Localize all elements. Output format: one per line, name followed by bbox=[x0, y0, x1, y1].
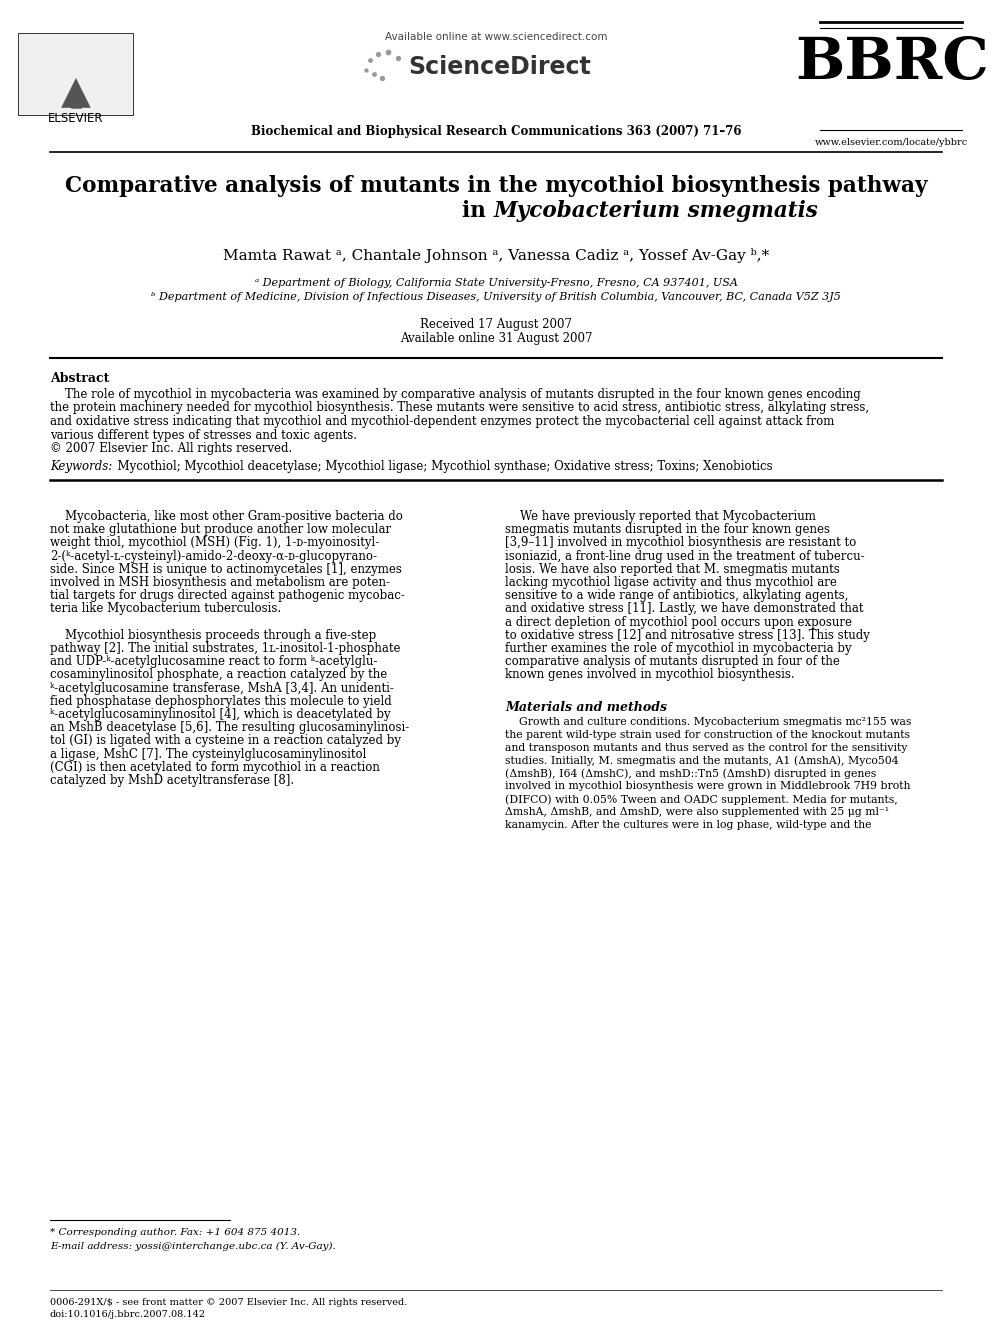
Text: ᵏ-acetylglucosaminylinositol [4], which is deacetylated by: ᵏ-acetylglucosaminylinositol [4], which … bbox=[50, 708, 391, 721]
Text: a direct depletion of mycothiol pool occurs upon exposure: a direct depletion of mycothiol pool occ… bbox=[505, 615, 852, 628]
Text: sensitive to a wide range of antibiotics, alkylating agents,: sensitive to a wide range of antibiotics… bbox=[505, 589, 848, 602]
Text: Biochemical and Biophysical Research Communications 363 (2007) 71–76: Biochemical and Biophysical Research Com… bbox=[251, 124, 741, 138]
Text: ScienceDirect: ScienceDirect bbox=[408, 56, 591, 79]
Text: in: in bbox=[461, 200, 493, 222]
Text: and UDP-ᵏ-acetylglucosamine react to form ᵏ-acetylglu-: and UDP-ᵏ-acetylglucosamine react to for… bbox=[50, 655, 377, 668]
Text: ▲: ▲ bbox=[62, 71, 91, 110]
Text: a ligase, MshC [7]. The cysteinylglucosaminylinositol: a ligase, MshC [7]. The cysteinylglucosa… bbox=[50, 747, 366, 761]
Text: (ΔmshB), I64 (ΔmshC), and mshD::Tn5 (ΔmshD) disrupted in genes: (ΔmshB), I64 (ΔmshC), and mshD::Tn5 (Δms… bbox=[505, 769, 876, 779]
Text: Received 17 August 2007: Received 17 August 2007 bbox=[420, 318, 572, 331]
Text: and oxidative stress [11]. Lastly, we have demonstrated that: and oxidative stress [11]. Lastly, we ha… bbox=[505, 602, 863, 615]
Text: Keywords:: Keywords: bbox=[50, 460, 112, 474]
Text: (DIFCO) with 0.05% Tween and OADC supplement. Media for mutants,: (DIFCO) with 0.05% Tween and OADC supple… bbox=[505, 794, 898, 804]
Text: We have previously reported that Mycobacterium: We have previously reported that Mycobac… bbox=[505, 509, 815, 523]
Text: * Corresponding author. Fax: +1 604 875 4013.: * Corresponding author. Fax: +1 604 875 … bbox=[50, 1228, 301, 1237]
Text: ΔmshA, ΔmshB, and ΔmshD, were also supplemented with 25 μg ml⁻¹: ΔmshA, ΔmshB, and ΔmshD, were also suppl… bbox=[505, 807, 889, 818]
Text: teria like Mycobacterium tuberculosis.: teria like Mycobacterium tuberculosis. bbox=[50, 602, 281, 615]
Text: side. Since MSH is unique to actinomycetales [1], enzymes: side. Since MSH is unique to actinomycet… bbox=[50, 562, 402, 576]
Text: Growth and culture conditions. Mycobacterium smegmatis mc²155 was: Growth and culture conditions. Mycobacte… bbox=[505, 717, 912, 728]
Text: comparative analysis of mutants disrupted in four of the: comparative analysis of mutants disrupte… bbox=[505, 655, 840, 668]
Text: ᵇ Department of Medicine, Division of Infectious Diseases, University of British: ᵇ Department of Medicine, Division of In… bbox=[151, 292, 841, 302]
Text: lacking mycothiol ligase activity and thus mycothiol are: lacking mycothiol ligase activity and th… bbox=[505, 576, 837, 589]
Text: Available online 31 August 2007: Available online 31 August 2007 bbox=[400, 332, 592, 345]
Text: and transposon mutants and thus served as the control for the sensitivity: and transposon mutants and thus served a… bbox=[505, 744, 908, 753]
Text: Abstract: Abstract bbox=[50, 372, 109, 385]
Text: 0006-291X/$ - see front matter © 2007 Elsevier Inc. All rights reserved.: 0006-291X/$ - see front matter © 2007 El… bbox=[50, 1298, 408, 1307]
Text: catalyzed by MshD acetyltransferase [8].: catalyzed by MshD acetyltransferase [8]. bbox=[50, 774, 294, 787]
Text: various different types of stresses and toxic agents.: various different types of stresses and … bbox=[50, 429, 357, 442]
Text: Materials and methods: Materials and methods bbox=[505, 701, 667, 714]
Text: not make glutathione but produce another low molecular: not make glutathione but produce another… bbox=[50, 523, 391, 536]
Text: ELSEVIER: ELSEVIER bbox=[49, 112, 104, 124]
Text: an MshB deacetylase [5,6]. The resulting glucosaminylinosi-: an MshB deacetylase [5,6]. The resulting… bbox=[50, 721, 410, 734]
Text: involved in mycothiol biosynthesis were grown in Middlebrook 7H9 broth: involved in mycothiol biosynthesis were … bbox=[505, 782, 911, 791]
Text: [3,9–11] involved in mycothiol biosynthesis are resistant to: [3,9–11] involved in mycothiol biosynthe… bbox=[505, 536, 856, 549]
Text: cosaminylinositol phosphate, a reaction catalyzed by the: cosaminylinositol phosphate, a reaction … bbox=[50, 668, 387, 681]
Text: further examines the role of mycothiol in mycobacteria by: further examines the role of mycothiol i… bbox=[505, 642, 851, 655]
Bar bbox=[18, 33, 133, 115]
Text: The role of mycothiol in mycobacteria was examined by comparative analysis of mu: The role of mycothiol in mycobacteria wa… bbox=[50, 388, 861, 401]
Text: known genes involved in mycothiol biosynthesis.: known genes involved in mycothiol biosyn… bbox=[505, 668, 795, 681]
Text: and oxidative stress indicating that mycothiol and mycothiol-dependent enzymes p: and oxidative stress indicating that myc… bbox=[50, 415, 834, 429]
Text: Mamta Rawat ᵃ, Chantale Johnson ᵃ, Vanessa Cadiz ᵃ, Yossef Av-Gay ᵇ,*: Mamta Rawat ᵃ, Chantale Johnson ᵃ, Vanes… bbox=[223, 247, 769, 263]
Text: smegmatis mutants disrupted in the four known genes: smegmatis mutants disrupted in the four … bbox=[505, 523, 830, 536]
Text: the protein machinery needed for mycothiol biosynthesis. These mutants were sens: the protein machinery needed for mycothi… bbox=[50, 401, 869, 414]
Text: involved in MSH biosynthesis and metabolism are poten-: involved in MSH biosynthesis and metabol… bbox=[50, 576, 390, 589]
Text: E-mail address: yossi@interchange.ubc.ca (Y. Av-Gay).: E-mail address: yossi@interchange.ubc.ca… bbox=[50, 1242, 335, 1252]
Text: Mycobacterium smegmatis: Mycobacterium smegmatis bbox=[494, 200, 818, 222]
Text: kanamycin. After the cultures were in log phase, wild-type and the: kanamycin. After the cultures were in lo… bbox=[505, 820, 872, 830]
Text: Mycothiol; Mycothiol deacetylase; Mycothiol ligase; Mycothiol synthase; Oxidativ: Mycothiol; Mycothiol deacetylase; Mycoth… bbox=[110, 460, 773, 474]
Text: tial targets for drugs directed against pathogenic mycobac-: tial targets for drugs directed against … bbox=[50, 589, 405, 602]
Text: Mycobacteria, like most other Gram-positive bacteria do: Mycobacteria, like most other Gram-posit… bbox=[50, 509, 403, 523]
Text: 2-(ᵏ-acetyl-ʟ-cysteinyl)-amido-2-deoxy-α-ᴅ-glucopyrano-: 2-(ᵏ-acetyl-ʟ-cysteinyl)-amido-2-deoxy-α… bbox=[50, 549, 377, 562]
Text: tol (GI) is ligated with a cysteine in a reaction catalyzed by: tol (GI) is ligated with a cysteine in a… bbox=[50, 734, 401, 747]
Text: to oxidative stress [12] and nitrosative stress [13]. This study: to oxidative stress [12] and nitrosative… bbox=[505, 628, 870, 642]
Text: Comparative analysis of mutants in the mycothiol biosynthesis pathway: Comparative analysis of mutants in the m… bbox=[64, 175, 928, 197]
Text: Mycothiol biosynthesis proceeds through a five-step: Mycothiol biosynthesis proceeds through … bbox=[50, 628, 376, 642]
Text: losis. We have also reported that M. smegmatis mutants: losis. We have also reported that M. sme… bbox=[505, 562, 840, 576]
Text: BBRC: BBRC bbox=[796, 34, 989, 91]
Text: doi:10.1016/j.bbrc.2007.08.142: doi:10.1016/j.bbrc.2007.08.142 bbox=[50, 1310, 206, 1319]
Text: weight thiol, mycothiol (MSH) (Fig. 1), 1-ᴅ-myoinosityl-: weight thiol, mycothiol (MSH) (Fig. 1), … bbox=[50, 536, 379, 549]
Text: ᵃ Department of Biology, California State University-Fresno, Fresno, CA 937401, : ᵃ Department of Biology, California Stat… bbox=[255, 278, 737, 288]
Text: www.elsevier.com/locate/ybbrc: www.elsevier.com/locate/ybbrc bbox=[814, 138, 967, 147]
Text: fied phosphatase dephosphorylates this molecule to yield: fied phosphatase dephosphorylates this m… bbox=[50, 695, 392, 708]
Text: studies. Initially, M. smegmatis and the mutants, A1 (ΔmshA), Myco504: studies. Initially, M. smegmatis and the… bbox=[505, 755, 899, 766]
Text: the parent wild-type strain used for construction of the knockout mutants: the parent wild-type strain used for con… bbox=[505, 730, 910, 740]
Text: © 2007 Elsevier Inc. All rights reserved.: © 2007 Elsevier Inc. All rights reserved… bbox=[50, 442, 293, 455]
Text: ᵏ-acetylglucosamine transferase, MshA [3,4]. An unidenti-: ᵏ-acetylglucosamine transferase, MshA [3… bbox=[50, 681, 394, 695]
Text: (CGI) is then acetylated to form mycothiol in a reaction: (CGI) is then acetylated to form mycothi… bbox=[50, 761, 380, 774]
Text: Available online at www.sciencedirect.com: Available online at www.sciencedirect.co… bbox=[385, 32, 607, 42]
Text: ■: ■ bbox=[69, 95, 82, 108]
Text: isoniazid, a front-line drug used in the treatment of tubercu-: isoniazid, a front-line drug used in the… bbox=[505, 549, 865, 562]
Text: pathway [2]. The initial substrates, 1ʟ-inositol-1-phosphate: pathway [2]. The initial substrates, 1ʟ-… bbox=[50, 642, 401, 655]
